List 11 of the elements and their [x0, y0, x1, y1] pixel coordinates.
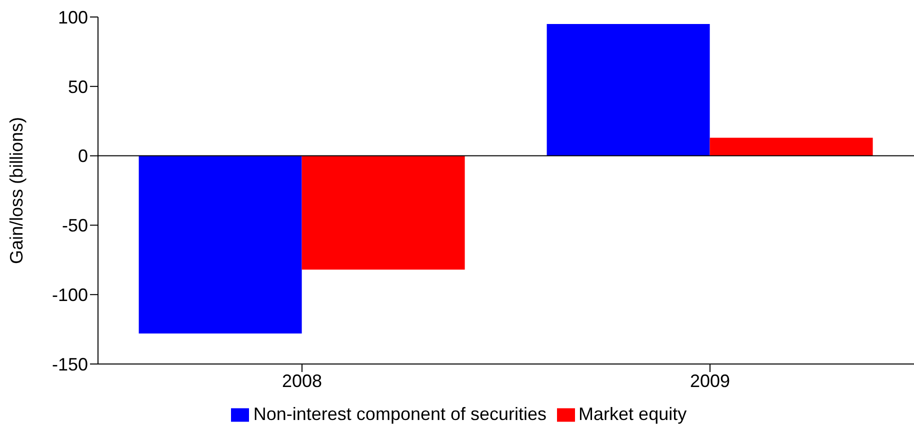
y-tick-label: -150	[52, 354, 88, 374]
y-tick-label: 0	[78, 146, 88, 166]
y-tick-label: -100	[52, 284, 88, 305]
x-tick-label: 2008	[282, 370, 322, 391]
legend-label: Non-interest component of securities	[253, 404, 547, 424]
y-tick-label: -50	[62, 216, 88, 236]
y-tick-label: 50	[68, 76, 88, 97]
legend-label: Market equity	[578, 404, 687, 424]
y-axis-title: Gain/loss (billions)	[6, 116, 26, 264]
y-tick-label: 100	[58, 7, 88, 28]
x-tick-label: 2009	[690, 370, 730, 391]
